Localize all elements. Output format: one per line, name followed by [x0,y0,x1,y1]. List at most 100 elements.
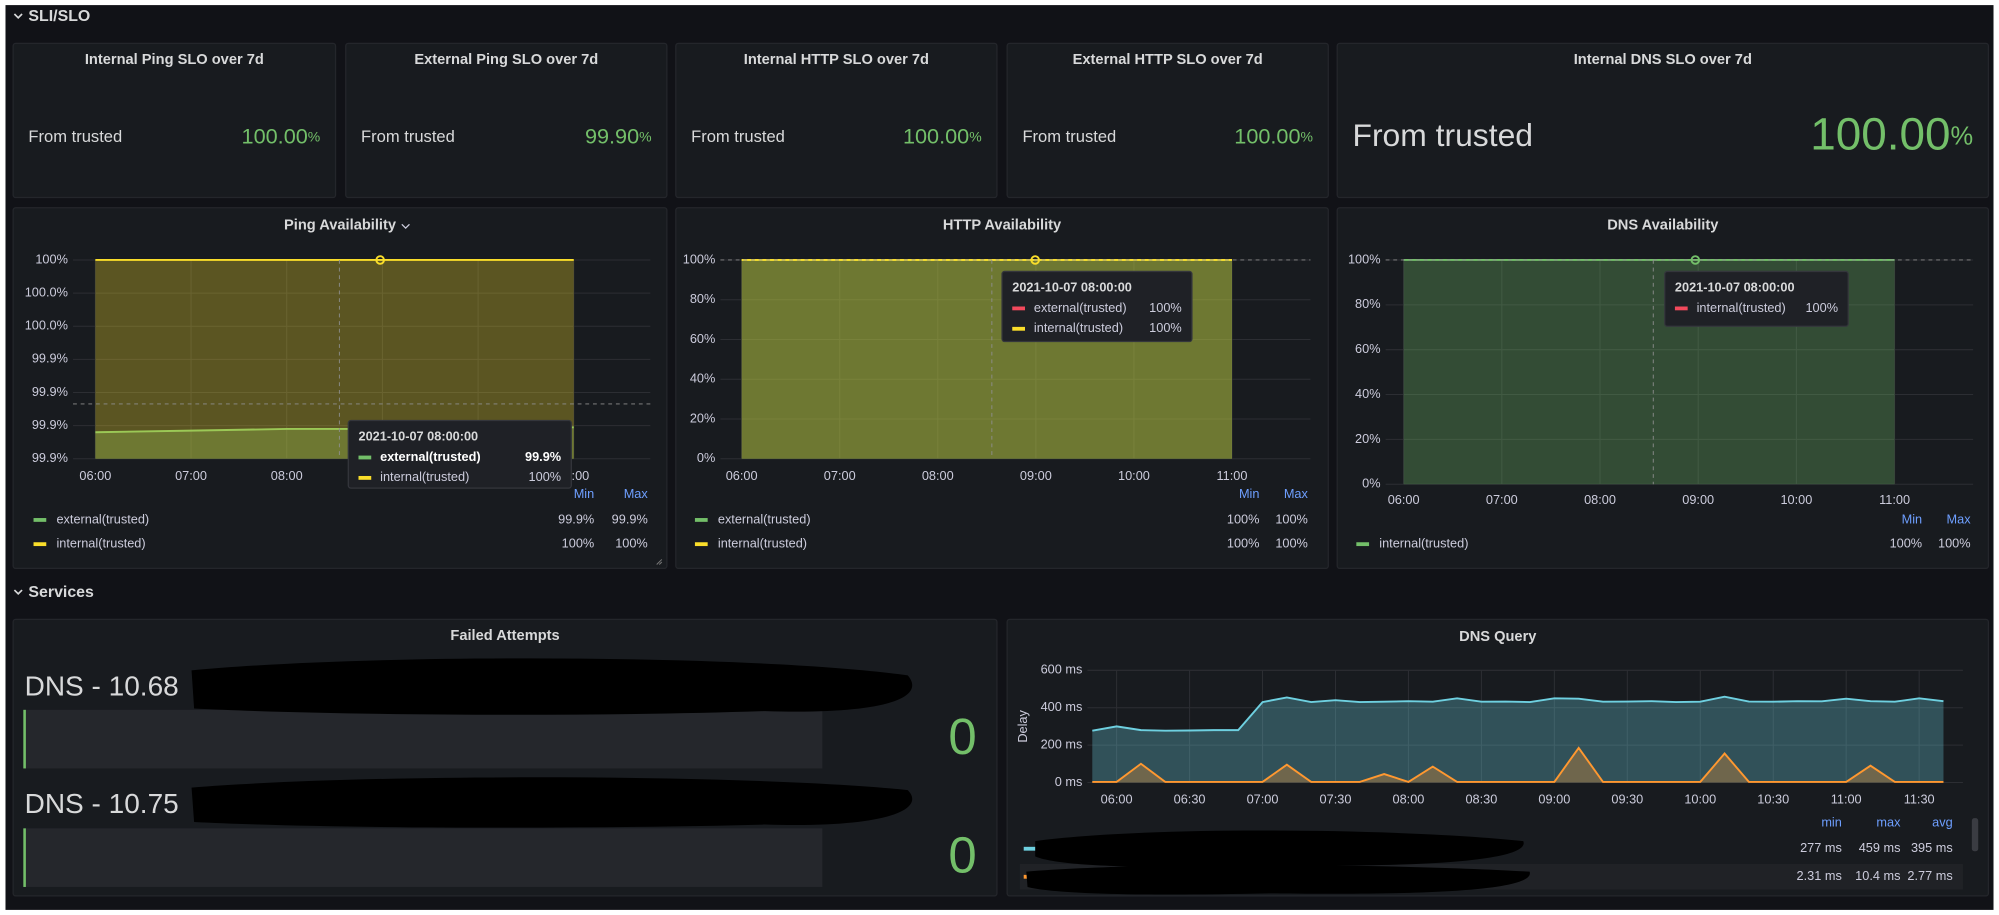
tooltip-value: 100% [1805,300,1838,315]
x-tick-label: 11:00 [1831,792,1862,807]
legend-name[interactable]: internal(trusted) [1379,536,1468,551]
redaction [191,777,913,828]
row-chevron[interactable] [13,13,23,20]
x-tick-label: 11:00 [1217,468,1248,483]
legend-header[interactable]: Min [1902,511,1923,526]
resize-handle[interactable] [656,559,663,565]
panel-title[interactable]: Ping Availability [284,217,397,233]
y-tick-label: 200 ms [1041,736,1083,751]
stat-unit: % [308,128,320,144]
tooltip [347,419,572,489]
panel-title[interactable]: External Ping SLO over 7d [414,52,598,68]
tooltip-name: external(trusted) [1034,300,1127,315]
x-tick-label: 08:00 [1393,792,1425,807]
x-tick-label: 06:00 [1388,492,1420,507]
legend-stat: 2.31 ms [1797,868,1842,883]
scrollbar[interactable] [1971,818,1979,852]
legend-name[interactable]: external(trusted) [718,511,811,526]
y-tick-label: 100% [1348,251,1381,266]
tooltip-value: 100% [1149,300,1182,315]
x-tick-label: 06:00 [1101,792,1133,807]
stat-label: From trusted [1353,117,1534,153]
panel-title[interactable]: Internal HTTP SLO over 7d [744,52,929,68]
x-tick-label: 08:00 [922,468,954,483]
x-tick-label: 08:00 [271,468,303,483]
tooltip-name: internal(trusted) [1034,320,1123,335]
y-tick-label: 99.9% [32,417,68,432]
legend-header[interactable]: Min [574,486,595,501]
y-tick-label: 0 ms [1055,774,1083,789]
y-tick-label: 0% [697,450,715,465]
panel-title[interactable]: DNS Availability [1607,217,1719,233]
title-chevron[interactable] [401,223,410,230]
y-tick-label: 99.9% [32,384,68,399]
area [95,259,574,459]
legend-header[interactable]: min [1821,815,1842,830]
gauge-bar [23,828,26,887]
stat-unit: % [639,128,651,144]
y-tick-label: 60% [690,331,716,346]
legend-header[interactable]: Min [1239,486,1260,501]
y-tick-label: 60% [1355,341,1381,356]
panel-title[interactable]: Internal DNS SLO over 7d [1574,52,1752,68]
y-tick-label: 80% [690,291,716,306]
x-tick-label: 09:00 [1682,492,1714,507]
panel-title[interactable]: External HTTP SLO over 7d [1073,52,1263,68]
legend-stat: 100% [1275,511,1308,526]
tooltip-time: 2021-10-07 08:00:00 [1012,279,1132,294]
series-line [1092,746,1944,783]
y-tick-label: 20% [690,410,716,425]
legend-name[interactable]: internal(trusted) [718,536,807,551]
tooltip-name: internal(trusted) [1697,300,1786,315]
x-tick-label: 07:00 [1247,792,1279,807]
tooltip [1664,270,1849,327]
stat-value: 99.90% [585,123,652,148]
hover-point [1030,255,1040,265]
legend-stat: 100% [562,536,595,551]
x-tick-label: 10:00 [1684,792,1716,807]
x-tick-label: 07:30 [1320,792,1352,807]
panel-title[interactable]: Internal Ping SLO over 7d [85,52,264,68]
x-tick-label: 10:00 [1780,492,1812,507]
legend-name[interactable]: internal(trusted) [56,536,145,551]
panel-title[interactable]: DNS Query [1459,629,1537,645]
hover-point [375,255,385,265]
legend-header[interactable]: Max [1284,486,1309,501]
legend-header[interactable]: avg [1932,815,1953,830]
gauge-bar [23,709,26,769]
stat-number: 100.00 [242,123,308,148]
x-tick-label: 11:00 [1879,492,1910,507]
y-tick-label: 100.0% [25,318,68,333]
hover-point [1690,255,1701,265]
legend-name[interactable]: external(trusted) [56,511,149,526]
y-tick-label: 100% [35,251,68,266]
stat-value: 100.00% [903,123,982,148]
x-tick-label: 06:00 [79,468,111,483]
panel-title[interactable]: HTTP Availability [943,217,1062,233]
stat-number: 99.90 [585,123,639,148]
legend-header[interactable]: Max [624,486,649,501]
gauge-track [23,828,823,887]
row-chevron[interactable] [13,589,23,596]
stat-value: 100.00% [242,123,321,148]
stat-number: 100.00 [1810,108,1950,160]
panel [1006,618,1990,897]
y-tick-label: 40% [1355,386,1381,401]
legend-header[interactable]: Max [1947,511,1972,526]
legend-stat: 459 ms [1859,840,1901,855]
panel [12,42,337,199]
legend-header[interactable]: max [1876,815,1901,830]
y-tick-label: 20% [1355,431,1381,446]
y-tick-label: 80% [1355,296,1381,311]
y-tick-label: 99.9% [32,351,68,366]
x-tick-label: 09:00 [1538,792,1570,807]
row-title[interactable]: Services [28,584,94,601]
stat-label: From trusted [361,127,455,146]
row-title[interactable]: SLI/SLO [28,8,90,25]
stat-unit: % [1301,128,1313,144]
x-tick-label: 08:00 [1584,492,1616,507]
y-tick-label: 100.0% [25,284,68,299]
panel-title[interactable]: Failed Attempts [450,628,559,644]
y-tick-label: 100% [683,251,716,266]
legend-stat: 2.77 ms [1907,868,1952,883]
